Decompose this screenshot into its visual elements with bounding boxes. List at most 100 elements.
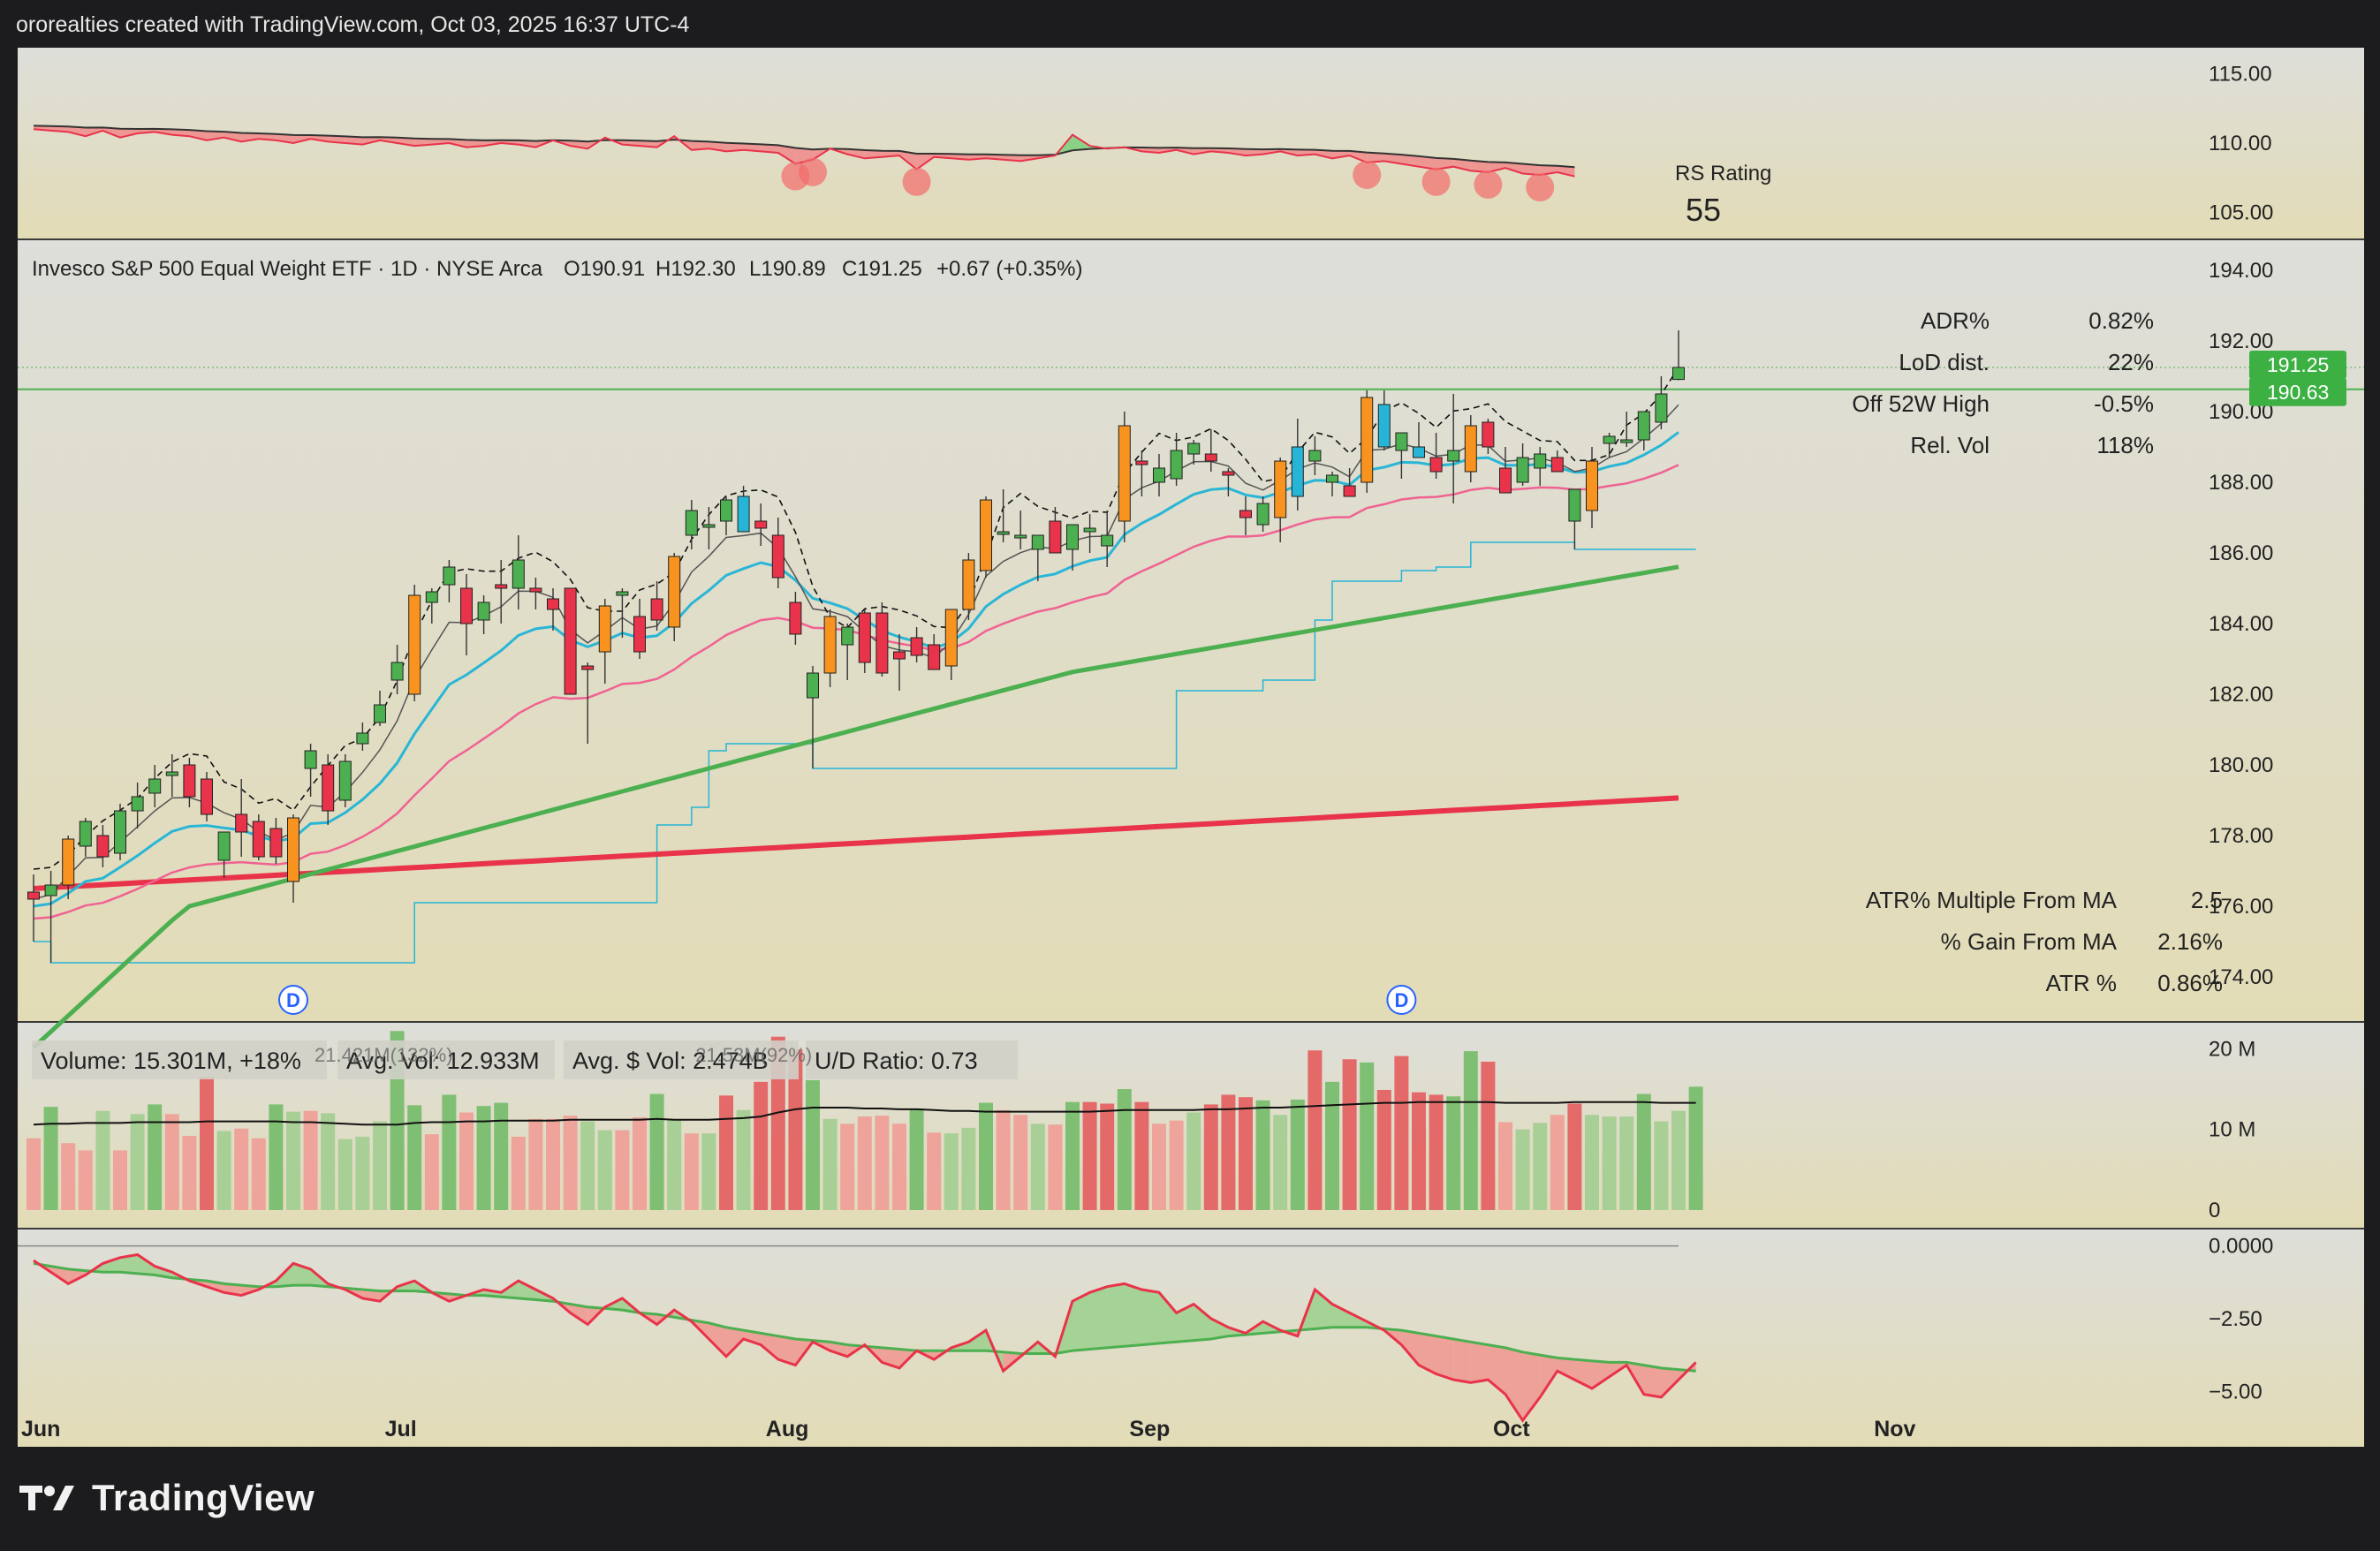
volume-bar <box>1273 1115 1288 1210</box>
stat-value: -0.5% <box>2094 390 2154 417</box>
rs-new-low-marker <box>1526 173 1555 202</box>
stat-value: 118% <box>2096 432 2154 458</box>
candle-body <box>443 566 456 586</box>
oscillator-fill <box>120 1254 138 1274</box>
candle-body <box>1499 467 1512 494</box>
rs-fill <box>1419 155 1436 170</box>
candle-body <box>477 601 490 621</box>
oscillator-y-axis[interactable]: 0.0000 −2.50 −5.00 <box>2209 1235 2273 1404</box>
rs-ma-line <box>33 125 1575 169</box>
time-axis[interactable]: Jun Jul Aug Sep Oct Nov <box>21 1417 1916 1441</box>
volume-bar <box>580 1121 595 1210</box>
candle-body <box>390 662 404 681</box>
stat-value: 2.16% <box>2157 928 2223 955</box>
candle-body <box>598 605 611 653</box>
candle-body <box>1603 435 1616 444</box>
trailing-low-step-line <box>34 541 1696 964</box>
oscillator-fill <box>1505 1347 1523 1421</box>
rs-fill <box>518 140 536 148</box>
volume-bar <box>1394 1055 1409 1210</box>
rs-fill <box>691 140 709 150</box>
rs-line-layer <box>33 125 1575 202</box>
candle-body <box>1239 510 1252 518</box>
volume-bar <box>1412 1092 1426 1210</box>
rs-fill <box>1505 162 1523 174</box>
volume-bar <box>909 1108 924 1210</box>
volume-bar <box>1117 1089 1132 1210</box>
candle-body <box>893 651 906 660</box>
candle-body <box>512 559 525 589</box>
oscillator-fill <box>1141 1290 1159 1345</box>
volume-legend-text: U/D Ratio: 0.73 <box>815 1048 978 1074</box>
candle-body <box>1534 453 1547 469</box>
candle-body <box>1447 450 1460 462</box>
stat-value: 22% <box>2108 349 2154 375</box>
candle-body <box>858 612 871 663</box>
candle-body <box>529 587 542 593</box>
rs-y-tick: 115.00 <box>2209 63 2272 87</box>
volume-bar <box>633 1117 647 1210</box>
volume-bar <box>961 1127 976 1210</box>
stat-label: LoD dist. <box>1899 349 1990 375</box>
volume-bar <box>597 1130 612 1210</box>
candle-body <box>1586 460 1598 511</box>
volume-bar <box>476 1106 491 1210</box>
volume-bar <box>1533 1123 1548 1210</box>
volume-bar <box>1654 1121 1669 1210</box>
oscillator-fill <box>1401 1330 1419 1366</box>
candle-body <box>1395 432 1408 451</box>
candle-body <box>823 616 837 674</box>
volume-bar <box>649 1093 664 1210</box>
candle-body <box>1655 393 1668 423</box>
oscillator-fill <box>1436 1335 1454 1381</box>
rs-fill <box>1315 149 1332 159</box>
candle-body <box>44 884 57 897</box>
stat-value: 0.86% <box>2157 970 2223 996</box>
oscillator-fill <box>1210 1318 1229 1339</box>
tradingview-logo[interactable]: TradingView <box>18 1470 315 1526</box>
stat-label: Rel. Vol <box>1910 432 1990 458</box>
candle-body <box>338 760 352 801</box>
oscillator-main-line <box>33 1252 1697 1423</box>
volume-bar <box>321 1113 336 1210</box>
volume-bar <box>200 1077 214 1210</box>
candle-body <box>547 598 559 610</box>
volume-bar <box>1203 1104 1218 1210</box>
volume-bar <box>1463 1051 1478 1210</box>
oscillator-y-tick: −2.50 <box>2209 1307 2263 1331</box>
rs-fill <box>1332 150 1350 159</box>
candle-body <box>1153 467 1165 483</box>
price-y-axis[interactable]: 194.00192.00190.00188.00186.00184.00182.… <box>2209 259 2346 989</box>
volume-bar <box>875 1116 890 1210</box>
oscillator-fill <box>570 1304 588 1325</box>
volume-bar <box>130 1114 145 1210</box>
volume-bar <box>1498 1122 1512 1210</box>
rs-fill <box>570 140 588 149</box>
volume-y-axis[interactable]: 20 M 10 M 0 <box>2209 1037 2255 1222</box>
candle-body <box>980 499 992 571</box>
volume-bar <box>164 1114 179 1210</box>
volume-y-tick: 10 M <box>2209 1118 2255 1142</box>
ema-21-line <box>33 464 1679 920</box>
volume-bar <box>27 1138 41 1210</box>
volume-bar <box>442 1094 457 1210</box>
earnings-marker <box>278 985 308 1015</box>
volume-bar <box>701 1133 716 1210</box>
volume-bar <box>1048 1124 1063 1210</box>
candle-body <box>1361 397 1374 483</box>
ohlc-close: C191.25 <box>842 257 922 281</box>
oscillator-fill <box>1592 1360 1610 1388</box>
candle-body <box>1482 421 1495 448</box>
candle-body <box>287 817 299 882</box>
candle-body <box>269 828 283 858</box>
rs-y-axis[interactable]: 115.00 110.00 105.00 <box>2209 63 2273 225</box>
volume-layer <box>27 1031 1703 1210</box>
ohlc-open: O190.91 <box>564 257 645 281</box>
candle-body <box>668 556 681 628</box>
volume-bar <box>182 1136 197 1210</box>
month-tick: Nov <box>1874 1417 1915 1441</box>
volume-bar <box>1152 1124 1166 1210</box>
volume-bar <box>1186 1112 1201 1210</box>
